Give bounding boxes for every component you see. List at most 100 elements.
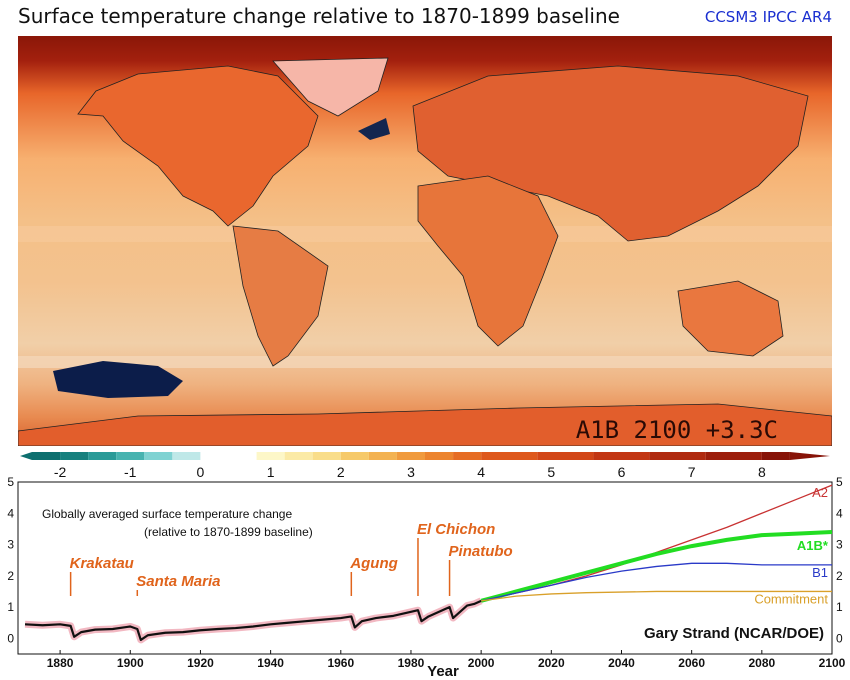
model-credit: CCSM3 IPCC AR4 xyxy=(704,8,832,26)
north-america xyxy=(77,65,319,227)
y-tick-label-right: 2 xyxy=(836,569,843,583)
colorbar-swatch xyxy=(200,452,257,460)
colorbar-tick-label: 5 xyxy=(547,464,555,480)
y-tick-label-left: 5 xyxy=(7,476,14,489)
series-line xyxy=(24,599,482,642)
x-tick-label: 2020 xyxy=(538,656,565,670)
y-tick-label-left: 4 xyxy=(7,506,14,520)
colorbar-swatch xyxy=(705,452,762,460)
colorbar-tick-label: 0 xyxy=(197,464,205,480)
colorbar-swatch xyxy=(396,452,425,460)
colorbar-swatch xyxy=(649,452,706,460)
x-tick-label: 1920 xyxy=(187,656,214,670)
plot-border xyxy=(17,481,833,655)
colorbar-swatch xyxy=(340,452,369,460)
volcano-label: Krakatau xyxy=(70,555,134,572)
colorbar-swatch xyxy=(368,452,397,460)
series-label: Commitment xyxy=(754,591,828,606)
volcano-label: Agung xyxy=(349,555,397,572)
colorbar-swatch xyxy=(116,452,145,460)
colorbar-tick-label: 2 xyxy=(337,464,345,480)
colorbar-swatch xyxy=(88,452,117,460)
x-tick-label: 1980 xyxy=(398,656,425,670)
colorbar-ticks: -2 -1 0 1 2 3 4 5 6 7 8 xyxy=(54,464,766,480)
colorbar-tick-label: -2 xyxy=(54,464,67,480)
colorbar-swatch xyxy=(256,452,285,460)
historical-range xyxy=(24,597,483,644)
colorbar-tick-label: 4 xyxy=(477,464,485,480)
colorbar-swatch xyxy=(537,452,594,460)
colorbar-swatch xyxy=(593,452,650,460)
x-tick-label: 1960 xyxy=(327,656,354,670)
y-tick-label-left: 0 xyxy=(7,631,14,645)
y-tick-label-left: 1 xyxy=(7,600,14,614)
colorbar-swatch xyxy=(481,452,538,460)
colorbar-tick-label: -1 xyxy=(124,464,137,480)
x-tick-label: 1940 xyxy=(257,656,284,670)
x-tick-label: 2080 xyxy=(748,656,775,670)
series-labels: A2 A1B* B1 Commitment xyxy=(754,485,829,606)
x-tick-label: 2100 xyxy=(819,656,846,670)
y-tick-label-right: 3 xyxy=(836,538,843,552)
series-label: A2 xyxy=(812,485,828,500)
colorbar: -2 -1 0 1 2 3 4 5 6 7 8 xyxy=(20,452,830,480)
south-america xyxy=(232,225,329,367)
colorbar-swatch xyxy=(453,452,482,460)
y-tick-label-right: 1 xyxy=(836,600,843,614)
x-ticks: 1880 1900 1920 1940 1960 1980 2000 2020 2040 2060… xyxy=(47,650,846,670)
colorbar-swatch xyxy=(172,452,201,460)
chart-title: Globally averaged surface temperature ch… xyxy=(42,507,292,521)
volcano-label: Santa Maria xyxy=(136,573,220,590)
colorbar-tick-label: 3 xyxy=(407,464,415,480)
colorbar-swatch xyxy=(284,452,313,460)
series-line xyxy=(480,484,833,602)
australia xyxy=(677,280,784,357)
series-label: A1B* xyxy=(797,538,829,553)
x-tick-label: 1880 xyxy=(47,656,74,670)
colorbar-right-arrow xyxy=(789,452,830,460)
page-title: Surface temperature change relative to 1… xyxy=(18,4,620,28)
colorbar-swatch xyxy=(32,452,61,460)
southern-ocean-cooling xyxy=(53,361,183,398)
colorbar-swatch xyxy=(144,452,173,460)
x-tick-label: 2060 xyxy=(678,656,705,670)
series-line xyxy=(480,562,832,602)
greenland xyxy=(272,57,389,117)
y-ticks: 0 0 1 1 2 2 3 3 4 4 5 5 xyxy=(7,476,843,645)
plot-frame xyxy=(17,481,833,655)
map-band xyxy=(18,356,832,368)
x-tick-label: 2040 xyxy=(608,656,635,670)
colorbar-left-arrow xyxy=(20,452,32,460)
antarctica xyxy=(18,403,832,446)
colorbar-swatch xyxy=(312,452,341,460)
time-series-chart: 1880 1900 1920 1940 1960 1980 2000 2020 2040 2060… xyxy=(7,476,846,680)
x-axis-label: Year xyxy=(427,663,459,680)
colorbar-swatch xyxy=(60,452,89,460)
y-tick-label-right: 5 xyxy=(836,476,843,489)
africa xyxy=(417,175,559,347)
colorbar-swatch xyxy=(761,452,790,460)
series-lines xyxy=(24,484,833,644)
x-tick-label: 1900 xyxy=(117,656,144,670)
temperature-map: A1B 2100 +3.3C xyxy=(18,36,832,446)
x-tick-label: 2000 xyxy=(468,656,495,670)
colorbar-tick-label: 7 xyxy=(688,464,696,480)
volcano-label: El Chichon xyxy=(417,521,495,538)
volcano-label: Pinatubo xyxy=(449,543,513,560)
colorbar-swatches xyxy=(20,452,830,460)
chart-credit: Gary Strand (NCAR/DOE) xyxy=(644,625,824,642)
y-tick-label-left: 2 xyxy=(7,569,14,583)
colorbar-tick-label: 6 xyxy=(618,464,626,480)
series-label: B1 xyxy=(812,565,828,580)
colorbar-tick-label: 8 xyxy=(758,464,766,480)
series-line xyxy=(480,530,833,603)
y-tick-label-right: 4 xyxy=(836,506,843,520)
colorbar-swatch xyxy=(425,452,454,460)
series-line xyxy=(481,590,832,602)
y-tick-label-left: 3 xyxy=(7,538,14,552)
colorbar-tick-label: 1 xyxy=(267,464,275,480)
chart-subtitle: (relative to 1870-1899 baseline) xyxy=(144,525,313,539)
north-atlantic-cooling xyxy=(358,118,390,140)
y-tick-label-right: 0 xyxy=(836,631,843,645)
